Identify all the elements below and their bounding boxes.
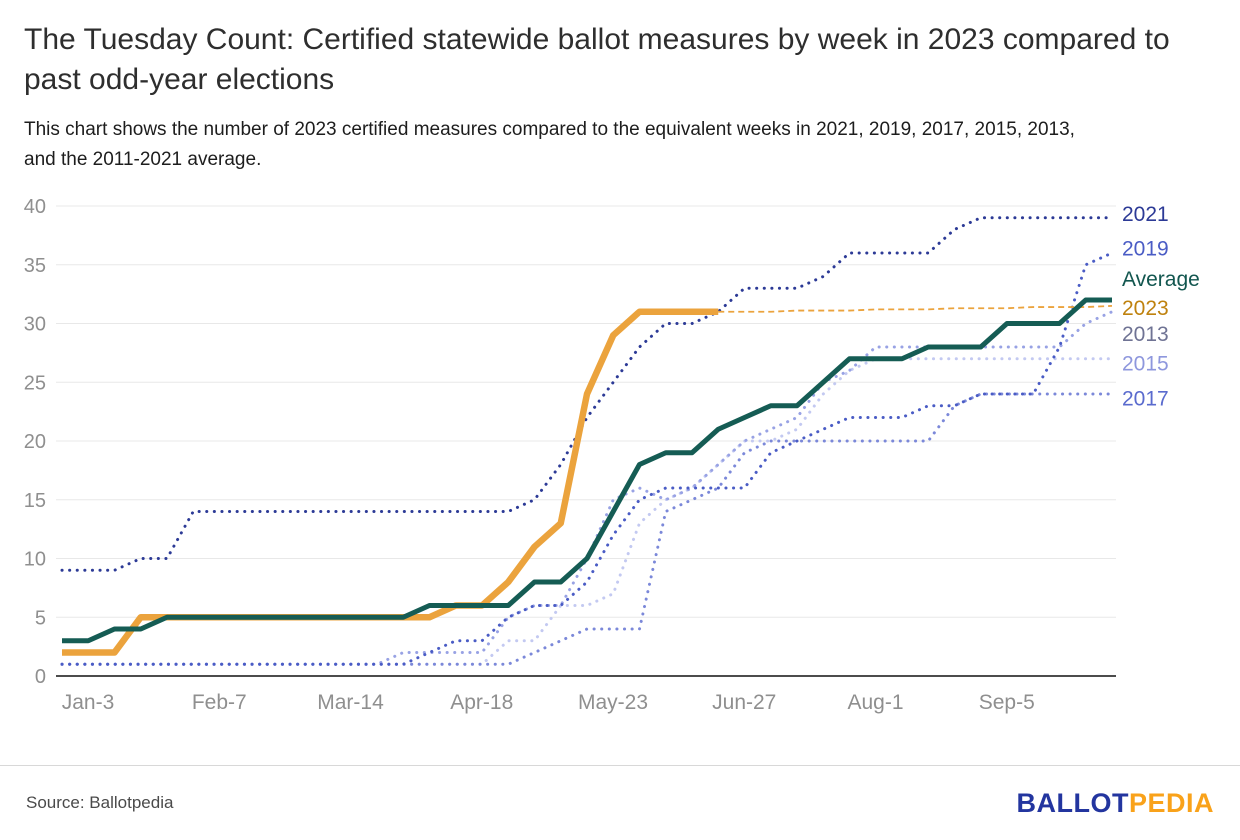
y-tick-label: 35	[24, 255, 46, 277]
series-label-2017: 2017	[1122, 388, 1169, 411]
y-tick-label: 20	[24, 431, 46, 453]
y-tick-label: 30	[24, 314, 46, 336]
source-text: Source: Ballotpedia	[26, 793, 174, 812]
y-tick-label: 25	[24, 372, 46, 394]
x-tick-label: Sep-5	[979, 691, 1035, 714]
line-chart: 0 5 10 15 20 25 30 35 40 Jan-3 Feb-7 Mar-14 Apr-18 Ma…	[24, 196, 1200, 714]
y-tick-label: 40	[24, 196, 46, 218]
series-projection-2023	[718, 305, 1113, 313]
x-tick-label: Mar-14	[317, 691, 384, 714]
series-label-2023: 2023	[1122, 297, 1169, 320]
y-tick-label: 10	[24, 549, 46, 571]
y-tick-label: 5	[35, 607, 46, 629]
logo-ballot-text: BALLOT	[1016, 787, 1129, 818]
series-line-2023	[62, 308, 719, 656]
x-tick-label: Apr-18	[450, 691, 513, 714]
series-line-2013	[60, 310, 1114, 666]
x-tick-label: Aug-1	[847, 691, 903, 714]
series-line-2019	[60, 251, 1114, 666]
series-label-2013: 2013	[1122, 323, 1169, 346]
series-line-Average	[62, 297, 1112, 644]
ballotpedia-logo: BALLOTPEDIA	[1016, 788, 1214, 819]
y-tick-label: 15	[24, 490, 46, 512]
x-tick-label: Jan-3	[62, 691, 115, 714]
chart-subtitle: This chart shows the number of 2023 cert…	[24, 119, 1075, 170]
series-label-Average: Average	[1122, 268, 1200, 291]
x-tick-label: May-23	[578, 691, 648, 714]
series-label-2021: 2021	[1122, 203, 1169, 226]
series-line-2017	[60, 392, 1114, 666]
footer: Source: Ballotpedia BALLOTPEDIA	[0, 765, 1240, 840]
logo-pedia-text: PEDIA	[1128, 787, 1214, 818]
page-title: The Tuesday Count: Certified statewide b…	[24, 23, 1170, 96]
series-line-2021	[60, 216, 1114, 572]
series-label-2015: 2015	[1122, 353, 1169, 376]
x-tick-label: Feb-7	[192, 691, 247, 714]
y-tick-label: 0	[35, 666, 46, 688]
series-label-2019: 2019	[1122, 237, 1169, 260]
x-tick-label: Jun-27	[712, 691, 776, 714]
